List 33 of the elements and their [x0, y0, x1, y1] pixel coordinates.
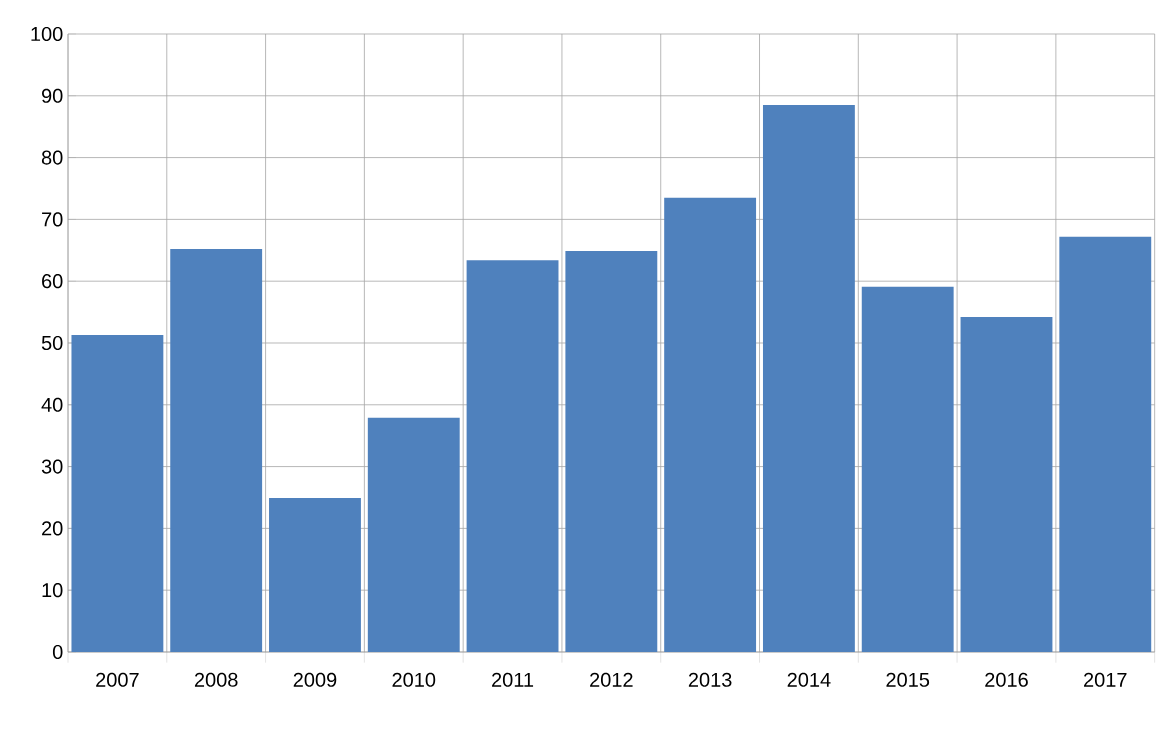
y-tick-label: 60 — [42, 274, 63, 289]
x-tick-label: 2011 — [492, 672, 534, 687]
x-tick-label: 2013 — [688, 672, 732, 687]
bar — [762, 105, 855, 652]
x-tick-label: 2016 — [985, 672, 1028, 687]
bar — [861, 286, 954, 652]
y-tick-label: 40 — [41, 397, 63, 412]
y-tick-label: 30 — [41, 459, 63, 474]
bar — [367, 417, 460, 652]
y-tick-label: 0 — [52, 644, 63, 660]
bar — [269, 498, 361, 652]
x-tick-label: 2010 — [392, 672, 436, 687]
y-tick-label: 100 — [31, 26, 63, 42]
y-tick-label: 90 — [41, 88, 63, 103]
bar — [565, 250, 658, 652]
x-tick-label: 2014 — [787, 672, 831, 687]
x-tick-label: 2009 — [293, 672, 337, 687]
y-tick-label: 50 — [41, 335, 63, 351]
y-tick-label: 20 — [42, 521, 63, 536]
bar — [466, 260, 559, 652]
x-tick-label: 2012 — [590, 672, 633, 687]
bar — [1059, 236, 1152, 652]
bar — [664, 197, 757, 652]
y-tick-label: 10 — [42, 583, 63, 598]
y-tick-label: 80 — [41, 150, 63, 165]
x-tick-label: 2008 — [194, 672, 238, 687]
x-tick-label: 2015 — [886, 672, 930, 687]
bar — [170, 249, 263, 652]
bar — [960, 317, 1053, 652]
bar — [71, 334, 164, 652]
x-tick-label: 2007 — [96, 672, 139, 687]
y-tick-label: 70 — [42, 212, 63, 227]
x-tick-label: 2017 — [1084, 672, 1127, 687]
